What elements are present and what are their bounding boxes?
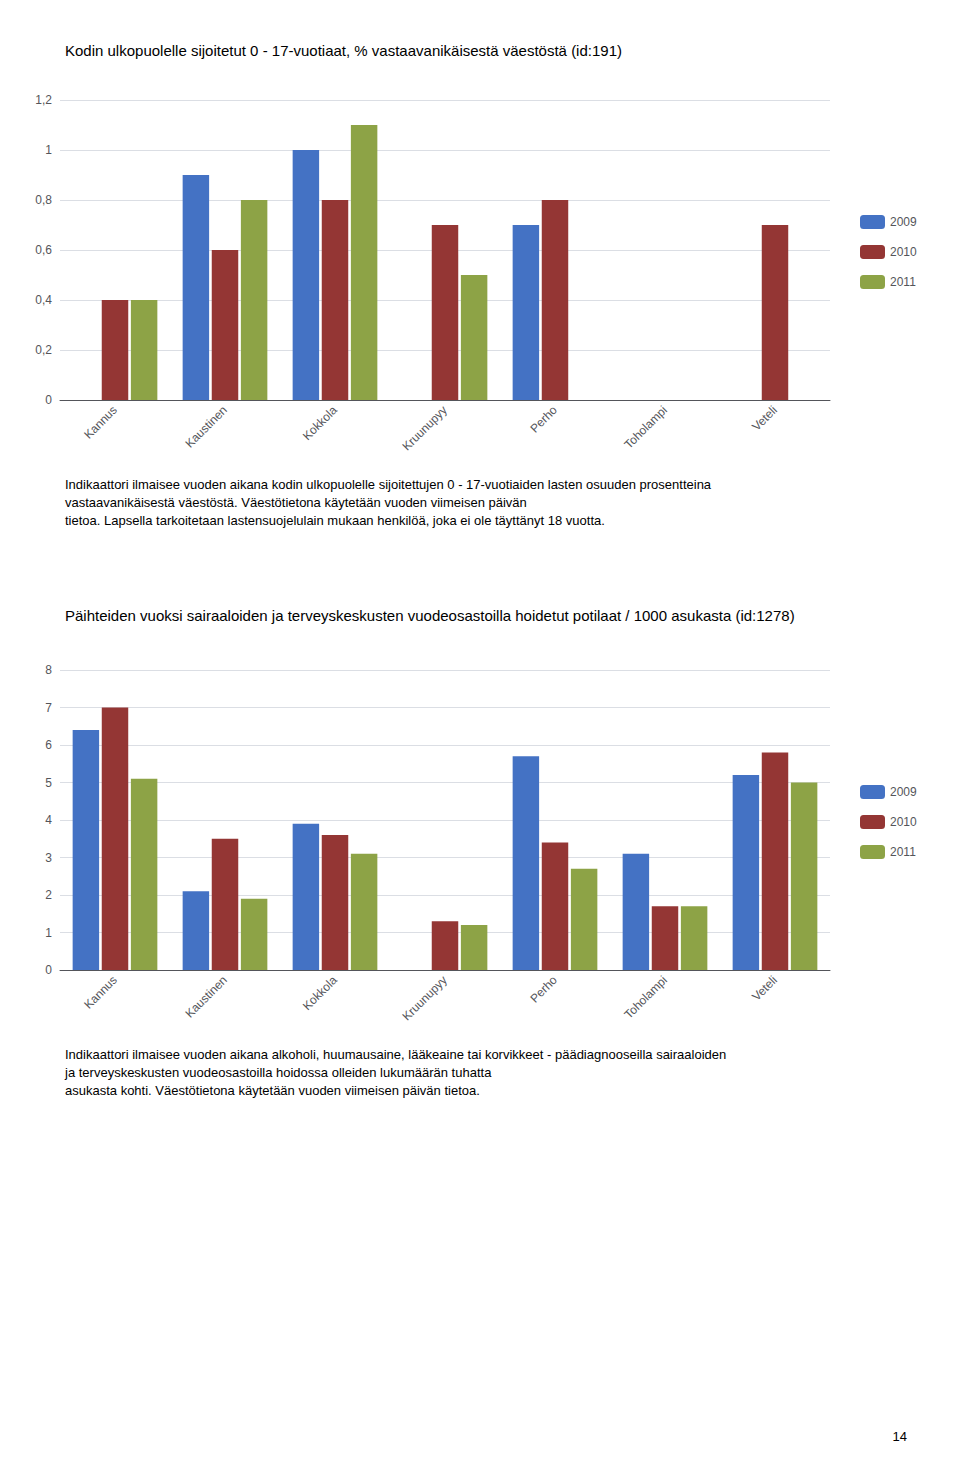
svg-text:5: 5 (45, 776, 52, 790)
svg-text:Kannus: Kannus (81, 973, 120, 1012)
svg-text:Kaustinen: Kaustinen (182, 973, 230, 1021)
svg-text:tietoa. Lapsella tarkoitetaan: tietoa. Lapsella tarkoitetaan lastensuoj… (65, 513, 605, 528)
svg-text:6: 6 (45, 738, 52, 752)
svg-text:2011: 2011 (890, 845, 916, 859)
svg-text:Perho: Perho (527, 403, 560, 436)
svg-text:2009: 2009 (890, 785, 917, 799)
svg-text:2009: 2009 (890, 215, 917, 229)
svg-text:Kruunupyy: Kruunupyy (400, 973, 450, 1023)
svg-text:2011: 2011 (890, 275, 916, 289)
svg-text:vastaavanikäisestä väestöstä.: vastaavanikäisestä väestöstä. Väestötiet… (65, 495, 527, 510)
svg-text:1: 1 (45, 926, 52, 940)
svg-text:asukasta kohti. Väestötietona: asukasta kohti. Väestötietona käytetään … (65, 1083, 480, 1098)
svg-text:8: 8 (45, 663, 52, 677)
svg-text:14: 14 (893, 1429, 907, 1444)
svg-text:Kaustinen: Kaustinen (182, 403, 230, 451)
svg-text:Veteli: Veteli (749, 973, 780, 1004)
svg-text:4: 4 (45, 813, 52, 827)
svg-text:2: 2 (45, 888, 52, 902)
svg-text:Indikaattori ilmaisee vuoden a: Indikaattori ilmaisee vuoden aikana alko… (65, 1047, 730, 1062)
svg-text:Veteli: Veteli (749, 403, 780, 434)
svg-text:0,4: 0,4 (35, 293, 52, 307)
svg-text:Kruunupyy: Kruunupyy (400, 403, 450, 453)
svg-text:2010: 2010 (890, 815, 917, 829)
svg-text:Indikaattori ilmaisee vuoden a: Indikaattori ilmaisee vuoden aikana kodi… (65, 477, 715, 492)
svg-text:Päihteiden vuoksi sairaaloiden: Päihteiden vuoksi sairaaloiden ja tervey… (65, 607, 795, 624)
svg-text:0,2: 0,2 (35, 343, 52, 357)
svg-text:0,6: 0,6 (35, 243, 52, 257)
svg-text:0: 0 (45, 393, 52, 407)
svg-text:3: 3 (45, 851, 52, 865)
svg-text:0: 0 (45, 963, 52, 977)
svg-text:Kokkola: Kokkola (300, 403, 340, 443)
svg-text:Toholampi: Toholampi (621, 973, 670, 1022)
svg-text:Kokkola: Kokkola (300, 973, 340, 1013)
svg-text:1: 1 (45, 143, 52, 157)
svg-text:Kannus: Kannus (81, 403, 120, 442)
svg-text:Toholampi: Toholampi (621, 403, 670, 452)
svg-text:Kodin ulkopuolelle sijoitetut: Kodin ulkopuolelle sijoitetut 0 - 17-vuo… (65, 42, 622, 59)
svg-text:0,8: 0,8 (35, 193, 52, 207)
svg-text:2010: 2010 (890, 245, 917, 259)
svg-text:Perho: Perho (527, 973, 560, 1006)
svg-text:7: 7 (45, 701, 52, 715)
svg-text:1,2: 1,2 (35, 93, 52, 107)
svg-text:ja terveyskeskusten vuodeosast: ja terveyskeskusten vuodeosastoilla hoid… (64, 1065, 492, 1080)
